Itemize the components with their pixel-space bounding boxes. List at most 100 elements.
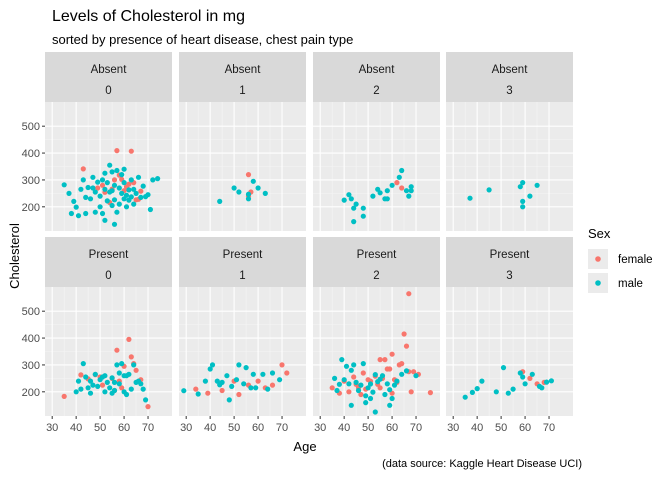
data-point-male [92, 371, 98, 377]
data-point-female [95, 185, 101, 191]
data-point-female [128, 148, 134, 154]
facet-strip [446, 237, 573, 287]
data-point-male [114, 209, 120, 215]
data-point-male [207, 366, 213, 372]
data-point-female [377, 385, 383, 391]
data-point-female [99, 182, 106, 188]
data-point-male [83, 374, 89, 380]
facet-strip-row-label: Absent [359, 64, 396, 76]
x-tick-label: 60 [519, 422, 531, 434]
data-point-male [99, 210, 106, 217]
facet-strip-row-label: Present [357, 249, 397, 261]
data-point-male [87, 196, 94, 202]
data-point-male [387, 387, 393, 393]
data-point-male [123, 204, 130, 210]
data-point-male [97, 204, 103, 210]
x-tick-label: 50 [228, 422, 240, 434]
x-tick-label: 50 [94, 422, 106, 434]
data-point-male [90, 382, 96, 388]
data-point-male [334, 387, 340, 394]
data-point-female [269, 382, 276, 388]
x-tick-label: 40 [338, 422, 350, 434]
data-point-male [102, 217, 108, 223]
data-point-male [367, 395, 374, 402]
data-point-male [399, 371, 405, 377]
data-point-male [360, 205, 366, 211]
data-point-male [336, 381, 342, 387]
data-point-male [219, 379, 225, 385]
data-point-male [348, 196, 354, 202]
data-point-male [121, 166, 127, 172]
data-point-male [250, 178, 256, 184]
data-point-male [147, 206, 153, 213]
data-point-male [104, 198, 110, 204]
data-point-male [387, 402, 393, 408]
data-point-male [133, 190, 139, 196]
data-point-male [92, 189, 98, 195]
facet-strip [313, 52, 440, 102]
data-point-male [248, 385, 254, 391]
data-point-female [138, 188, 144, 194]
data-point-male [479, 378, 485, 384]
data-point-male [68, 210, 74, 217]
data-point-male [245, 196, 252, 202]
y-tick-label: 400 [22, 333, 40, 345]
data-point-male [140, 183, 146, 189]
data-point-female [145, 404, 151, 410]
data-point-male [265, 386, 271, 392]
data-point-male [544, 379, 550, 385]
data-point-male [372, 409, 378, 415]
data-point-male [332, 375, 338, 381]
data-point-male [534, 182, 540, 188]
x-tick-label: 50 [362, 422, 374, 434]
data-point-male [80, 361, 86, 367]
data-point-male [517, 184, 523, 190]
data-point-male [123, 391, 130, 398]
data-point-male [114, 167, 120, 174]
data-point-male [360, 361, 366, 367]
facet-strip [179, 237, 306, 287]
data-point-female [126, 336, 132, 342]
data-point-male [231, 185, 237, 191]
data-point-male [348, 402, 354, 408]
data-point-male [224, 373, 230, 379]
data-point-female [527, 375, 533, 381]
data-point-male [119, 172, 125, 178]
x-tick-label: 40 [70, 422, 82, 434]
data-point-female [279, 362, 285, 368]
data-point-female [401, 331, 407, 337]
data-point-male [253, 385, 259, 391]
data-point-male [243, 365, 249, 371]
data-point-male [111, 197, 118, 203]
y-tick-label: 200 [22, 387, 40, 399]
data-point-male [384, 188, 390, 194]
data-point-male [396, 174, 402, 180]
legend-title: Sex [588, 226, 611, 241]
data-point-female [78, 372, 84, 378]
data-point-male [75, 213, 82, 219]
data-point-male [260, 371, 266, 377]
data-point-male [277, 377, 283, 383]
facet-strip-col-label: 1 [239, 270, 245, 282]
data-point-male [529, 371, 535, 377]
data-point-male [107, 162, 113, 168]
data-point-male [102, 170, 108, 176]
x-tick-label: 70 [142, 422, 154, 434]
data-point-male [403, 188, 410, 194]
data-point-female [80, 166, 86, 172]
data-point-male [131, 362, 137, 368]
y-axis-title: Cholesterol [7, 223, 22, 289]
facet-strip [179, 52, 306, 102]
data-point-male [145, 192, 151, 198]
data-point-male [500, 365, 507, 371]
data-point-female [236, 391, 242, 398]
data-point-male [95, 383, 101, 389]
data-point-male [399, 167, 405, 174]
y-tick-label: 500 [22, 121, 40, 133]
x-tick-label: 30 [447, 422, 459, 434]
legend-label-male: male [618, 278, 643, 290]
data-point-male [121, 180, 127, 186]
facet-strip [313, 237, 440, 287]
data-point-male [87, 390, 94, 396]
data-point-male [355, 387, 362, 394]
